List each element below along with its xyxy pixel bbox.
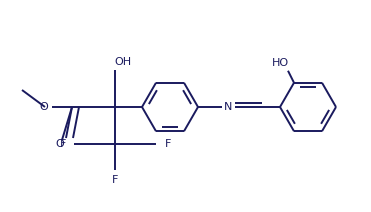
Text: OH: OH	[114, 57, 132, 67]
Text: F: F	[112, 175, 118, 185]
Text: F: F	[60, 139, 66, 149]
Text: N: N	[224, 102, 232, 112]
Text: HO: HO	[272, 58, 289, 68]
Text: O: O	[40, 102, 48, 112]
Text: F: F	[165, 139, 171, 149]
Text: O: O	[56, 139, 65, 149]
